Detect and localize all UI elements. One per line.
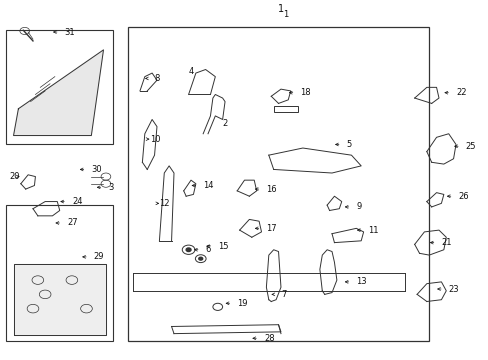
Text: 5: 5 [346,140,351,149]
Text: 23: 23 [448,284,458,293]
Text: 3: 3 [108,183,114,192]
Text: 30: 30 [91,165,102,174]
Text: 29: 29 [94,252,104,261]
Text: 21: 21 [441,238,451,247]
Text: 10: 10 [149,135,160,144]
Circle shape [199,257,202,260]
Text: 12: 12 [159,199,169,208]
Text: 26: 26 [458,192,468,201]
Text: 7: 7 [281,290,286,299]
Text: 31: 31 [64,27,75,36]
Text: 18: 18 [300,88,310,97]
Text: 19: 19 [237,299,247,308]
Text: 1: 1 [283,10,288,19]
Polygon shape [14,264,106,336]
Text: 8: 8 [154,74,160,83]
Bar [127,27,428,341]
Text: 2: 2 [222,118,227,127]
Text: 17: 17 [266,224,276,233]
Polygon shape [14,50,103,135]
Text: 15: 15 [217,242,228,251]
Text: 27: 27 [67,219,78,228]
Bar [6,205,113,341]
Text: 28: 28 [264,334,274,343]
Circle shape [186,248,191,252]
Bar [6,30,113,144]
Text: 25: 25 [465,142,475,151]
Text: 9: 9 [356,202,361,211]
Bar [273,106,297,112]
Text: 4: 4 [188,67,193,76]
Text: 13: 13 [356,277,366,286]
Text: 14: 14 [203,181,213,190]
Text: 6: 6 [205,245,210,254]
Text: 1: 1 [277,4,284,14]
Text: 20: 20 [9,172,20,181]
Text: 11: 11 [368,226,378,235]
Text: 22: 22 [455,88,466,97]
Text: 24: 24 [72,197,82,206]
Text: 16: 16 [266,185,276,194]
